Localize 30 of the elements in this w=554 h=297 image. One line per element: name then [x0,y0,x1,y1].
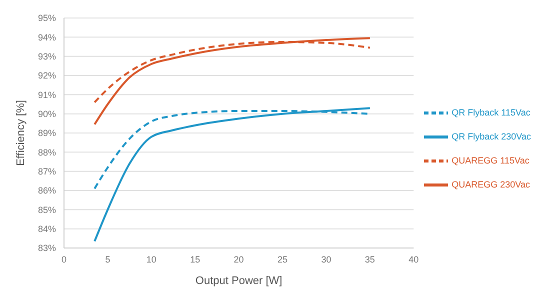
x-tick-label: 10 [146,254,156,264]
legend-label: QR Flyback 115Vac [452,106,530,117]
x-axis-title: Output Power [W] [195,275,282,287]
y-tick-label: 94% [38,32,56,42]
x-tick-label: 35 [364,254,375,264]
x-tick-label: 40 [408,254,419,264]
y-tick-label: 83% [38,243,56,254]
line-series [94,107,371,242]
legend-label: QR Flyback 230Vac [452,130,531,141]
y-tick-label: 93% [38,52,56,62]
y-tick-label: 90% [38,109,56,120]
x-tick-label: 0 [61,254,67,264]
legend-label: QUAREGG 230Vac [452,178,530,189]
x-tick-label: 5 [105,254,110,264]
y-axis-title: Efficiency [%] [14,100,27,166]
x-tick-label: 30 [321,254,332,264]
y-tick-label: 91% [38,90,56,100]
line-series [94,37,371,126]
y-tick-label: 92% [38,70,56,81]
y-tick-label: 87% [38,166,56,177]
y-tick-label: 85% [38,204,56,215]
legend-label: QUAREGG 115Vac [452,154,530,165]
x-tick-label: 15 [190,254,200,264]
x-tick-label: 20 [234,254,244,264]
y-tick-label: 95% [38,13,56,24]
y-tick-label: 89% [38,128,56,138]
y-tick-label: 88% [38,147,56,158]
y-tick-label: 84% [38,224,56,234]
x-tick-label: 25 [278,254,288,264]
y-tick-label: 86% [38,186,56,196]
